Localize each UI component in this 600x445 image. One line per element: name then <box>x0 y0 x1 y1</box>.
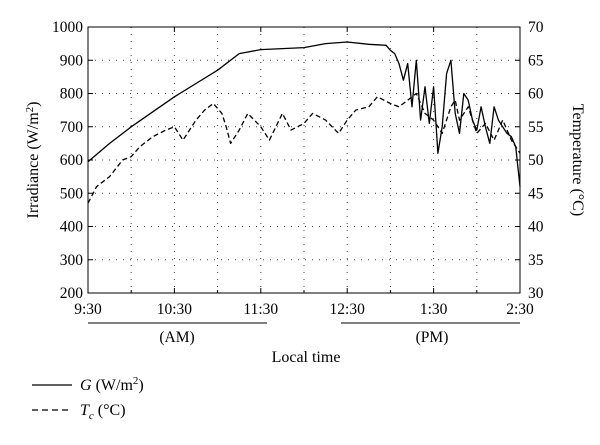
am-label: (AM) <box>159 329 194 346</box>
y-left-tick-label: 500 <box>60 185 84 202</box>
y-right-tick-label: 70 <box>528 19 544 36</box>
series-lines <box>87 41 521 204</box>
legend-label-tc: Tc (°C) <box>80 402 126 422</box>
y-axis-label-left: Irradiance (W/m2) <box>24 102 42 219</box>
x-tick-label: 11:30 <box>243 301 278 318</box>
y-left-tick-label: 800 <box>60 86 84 103</box>
axis-ticks <box>87 26 521 294</box>
grid <box>88 27 520 293</box>
y-left-tick-label: 900 <box>60 52 84 69</box>
series-line-g <box>87 41 521 187</box>
y-right-tick-label: 30 <box>528 285 544 302</box>
x-tick-label: 1:30 <box>420 301 448 318</box>
y-right-tick-label: 35 <box>528 252 544 269</box>
y-left-tick-label: 200 <box>60 285 84 302</box>
x-axis-label: Local time <box>272 349 341 366</box>
tick-labels: 9:30 10:30 11:30 12:30 1:30 2:30 200 300 400 500 6… <box>52 19 544 318</box>
x-tick-label: 2:30 <box>506 301 534 318</box>
x-tick-label: 12:30 <box>330 301 366 318</box>
y-left-tick-label: 400 <box>60 219 84 236</box>
y-right-tick-label: 60 <box>528 86 544 103</box>
y-axis-label-right: Temperature (°C) <box>569 104 586 216</box>
y-right-tick-label: 55 <box>528 119 544 136</box>
x-tick-label: 10:30 <box>157 301 193 318</box>
y-left-tick-label: 600 <box>60 152 84 169</box>
y-right-tick-label: 65 <box>528 52 544 69</box>
legend: G (W/m2) Tc (°C) <box>32 375 144 422</box>
y-right-tick-label: 45 <box>528 185 544 202</box>
y-left-tick-label: 700 <box>60 119 84 136</box>
y-right-tick-label: 40 <box>528 219 544 236</box>
x-tick-label: 9:30 <box>74 301 102 318</box>
series-line-tc <box>87 92 521 204</box>
y-right-tick-label: 50 <box>528 152 544 169</box>
y-left-tick-label: 1000 <box>52 19 83 36</box>
pm-label: (PM) <box>416 329 449 346</box>
legend-label-g: G (W/m2) <box>80 375 144 394</box>
y-left-tick-label: 300 <box>60 252 84 269</box>
